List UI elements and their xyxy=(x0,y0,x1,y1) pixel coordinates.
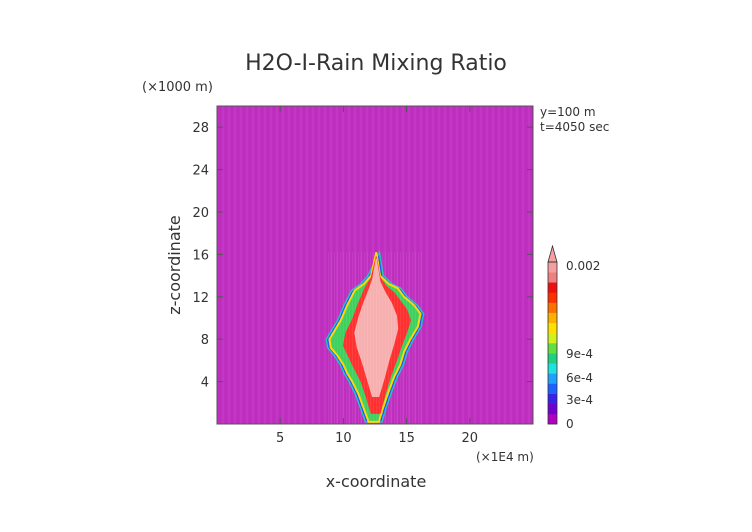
colorbar-segment xyxy=(548,353,557,364)
colorbar-segment xyxy=(548,332,557,344)
colorbar-segment xyxy=(548,343,557,354)
x-tick-label: 5 xyxy=(276,431,284,446)
colorbar-segment xyxy=(548,322,557,334)
colorbar-segment xyxy=(548,302,557,313)
y-tick-label: 16 xyxy=(192,248,209,263)
y-tick-label: 28 xyxy=(192,121,209,136)
colorbar-extend-arrow xyxy=(547,244,558,263)
y-tick-label: 24 xyxy=(192,164,209,179)
colorbar-tick-label: 0 xyxy=(566,417,574,431)
colorbar-segment xyxy=(548,262,557,273)
colorbar-segment xyxy=(548,312,557,324)
colorbar-segment xyxy=(548,413,557,425)
colorbar-segment xyxy=(548,272,557,283)
y-tick-label: 20 xyxy=(192,206,209,221)
annotation-t: t=4050 sec xyxy=(540,120,609,134)
y-axis-ticks: 4 8 12 16 20 24 28 xyxy=(192,121,533,391)
annotation-y: y=100 m xyxy=(540,105,596,119)
y-tick-label: 12 xyxy=(192,291,209,306)
y-unit-label: (×1000 m) xyxy=(142,80,213,95)
y-tick-label: 4 xyxy=(201,376,209,391)
x-tick-label: 20 xyxy=(462,431,479,446)
colorbar-frame xyxy=(547,261,558,425)
colorbar-tick-label: 3e-4 xyxy=(566,393,593,407)
colorbar-segment xyxy=(548,282,557,293)
x-axis-label: x-coordinate xyxy=(326,472,427,491)
x-axis-ticks: 5 10 15 20 xyxy=(276,106,478,446)
colorbar-segment xyxy=(548,383,557,394)
colorbar-segment xyxy=(548,373,557,384)
y-axis-label: z-coordinate xyxy=(165,215,184,315)
colorbar-tick-label: 6e-4 xyxy=(566,371,593,385)
y-tick-label: 8 xyxy=(201,333,209,348)
colorbar-tick-label: 0.002 xyxy=(566,259,600,273)
chart-title: H2O-I-Rain Mixing Ratio xyxy=(245,51,507,76)
x-tick-label: 15 xyxy=(398,431,415,446)
colorbar-segment xyxy=(548,393,557,405)
colorbar: 0 3e-4 6e-4 9e-4 0.002 xyxy=(547,244,600,431)
plot-area xyxy=(216,105,534,425)
rain-field xyxy=(325,249,425,424)
plot-frame xyxy=(216,105,534,425)
colorbar-segment xyxy=(548,292,557,303)
x-unit-label: (×1E4 m) xyxy=(476,450,534,464)
colorbar-segment xyxy=(548,403,557,415)
x-tick-label: 10 xyxy=(335,431,352,446)
colorbar-segment xyxy=(548,363,557,374)
contour-core xyxy=(354,258,399,397)
colorbar-tick-label: 9e-4 xyxy=(566,347,593,361)
